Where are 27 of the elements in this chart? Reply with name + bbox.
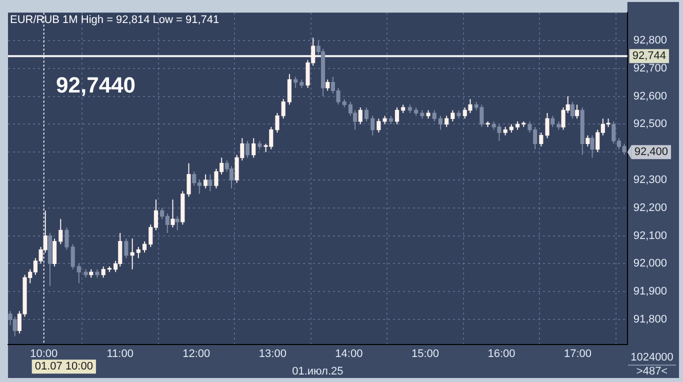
ref-line-label: 92,744 — [632, 50, 666, 62]
y-tick-label: 92,500 — [633, 118, 668, 130]
y-tick-label: 92,800 — [633, 34, 668, 47]
text: >487< — [636, 366, 668, 378]
text: 1024000 — [630, 352, 674, 364]
y-tick-label: 92,200 — [633, 202, 668, 214]
x-tick-label: 11:00 — [106, 348, 134, 360]
annotation: 92,7440 — [56, 72, 136, 98]
y-tick-label: 91,900 — [633, 286, 668, 298]
x-axis-title: 01.июл.25 — [292, 365, 344, 378]
text: 92,400 — [634, 146, 668, 158]
x-tick-label: 17:00 — [564, 348, 592, 360]
y-tick-label: 92,300 — [633, 174, 668, 186]
y-tick-label: 92,000 — [633, 258, 668, 270]
ref-line-label: 01.07 10:00 — [34, 360, 93, 373]
x-tick-label: 13:00 — [258, 348, 286, 360]
chart-title: EUR/RUB 1M High = 92,814 Low = 91,741 — [10, 14, 220, 26]
x-tick-label: 15:00 — [411, 348, 439, 360]
y-tick-label: 92,100 — [633, 230, 668, 242]
x-tick-label: 10:00 — [30, 348, 58, 360]
x-tick-label: 12:00 — [182, 348, 210, 360]
x-tick-label: 16:00 — [488, 348, 516, 360]
y-tick-label: 91,800 — [633, 314, 668, 326]
x-tick-label: 14:00 — [335, 348, 363, 360]
y-tick-label: 92,700 — [633, 62, 668, 74]
candlestick — [170, 199, 175, 228]
y-tick-label: 92,600 — [633, 90, 668, 102]
